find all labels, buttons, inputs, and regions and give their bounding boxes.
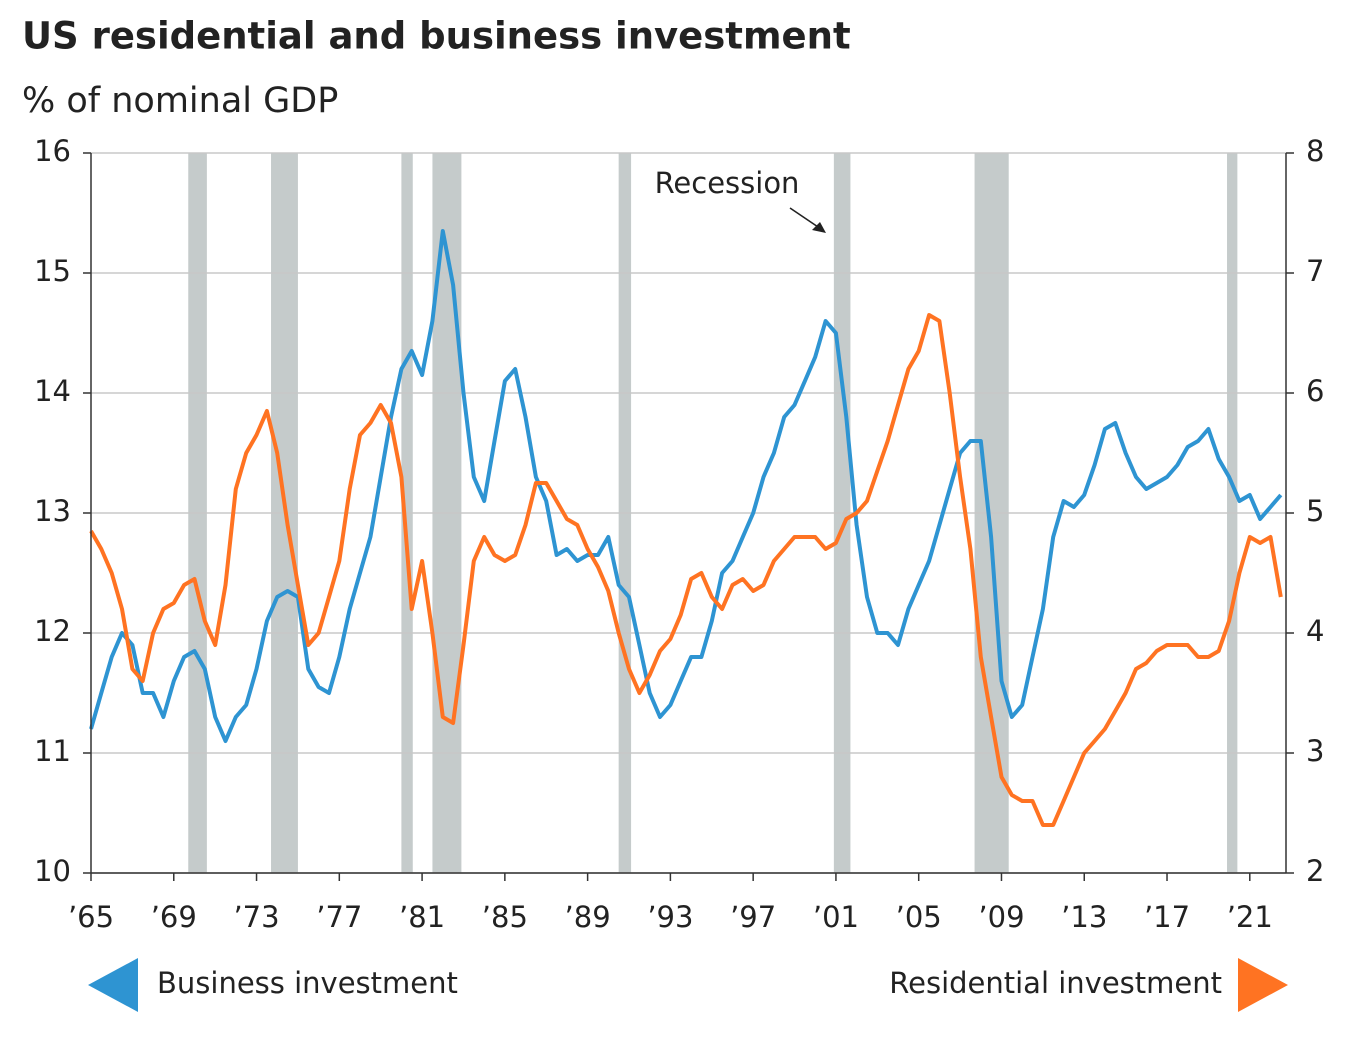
legend-right-arrow: [1238, 958, 1288, 1012]
x-tick-label: ’17: [1144, 900, 1190, 934]
x-tick-label: ’69: [151, 900, 197, 934]
y-tick-label: 15: [34, 254, 71, 288]
y2-tick-label: 5: [1306, 494, 1324, 528]
x-tick-label: ’65: [68, 900, 114, 934]
y-tick-label: 14: [34, 374, 71, 408]
y2-tick-label: 6: [1306, 374, 1324, 408]
series-line: [89, 313, 1283, 827]
x-tick-label: ’09: [978, 900, 1024, 934]
legend-label: Business investment: [157, 966, 458, 1000]
annotation: Recession: [655, 166, 800, 200]
x-tick-label: ’05: [896, 900, 942, 934]
legend-left-arrow: [88, 958, 138, 1012]
series-line: [89, 229, 1283, 743]
x-tick-label: ’77: [316, 900, 362, 934]
chart-subtitle: % of nominal GDP: [22, 81, 338, 121]
y2-tick-label: 3: [1306, 734, 1324, 768]
y-tick-label: 10: [34, 854, 71, 888]
y-tick-label: 11: [34, 734, 71, 768]
x-tick-label: ’73: [233, 900, 279, 934]
x-tick-label: ’13: [1061, 900, 1107, 934]
x-tick-label: ’97: [730, 900, 776, 934]
x-tick-label: ’89: [565, 900, 611, 934]
annotation-arrowhead: [812, 222, 826, 233]
y-tick-label: 16: [34, 134, 71, 168]
y2-tick-label: 8: [1306, 134, 1324, 168]
x-tick-label: ’01: [813, 900, 859, 934]
y-tick-label: 12: [34, 614, 71, 648]
x-tick-label: ’81: [399, 900, 445, 934]
chart-title: US residential and business investment: [22, 15, 851, 58]
y2-tick-label: 7: [1306, 254, 1324, 288]
x-tick-label: ’21: [1227, 900, 1273, 934]
y-tick-label: 13: [34, 494, 71, 528]
legend-label: Residential investment: [889, 966, 1222, 1000]
x-tick-label: ’85: [482, 900, 528, 934]
y2-tick-label: 2: [1306, 854, 1324, 888]
y2-tick-label: 4: [1306, 614, 1324, 648]
x-tick-label: ’93: [647, 900, 693, 934]
